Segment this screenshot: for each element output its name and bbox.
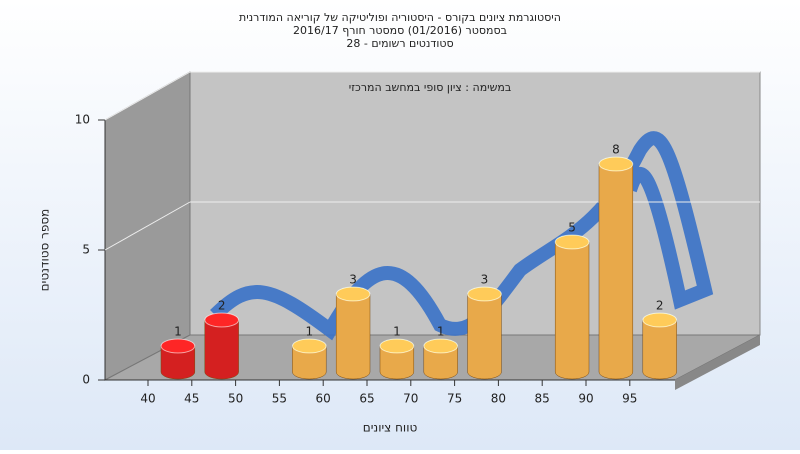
bar-part (598, 163, 634, 380)
data-label: 3 (349, 273, 357, 287)
x-tick-label: 80 (491, 392, 506, 406)
grid-line (104, 201, 191, 251)
trend-ribbon (210, 131, 714, 341)
grid-line (104, 71, 191, 121)
data-label: 3 (481, 273, 489, 287)
bar-part (204, 319, 239, 380)
x-tick-label: 40 (140, 392, 155, 406)
bar-part (467, 293, 502, 380)
bar (291, 338, 327, 380)
bar-part (423, 345, 458, 380)
data-label: 1 (437, 325, 445, 339)
data-label: 1 (393, 325, 401, 339)
data-label: 2 (218, 299, 226, 313)
bar (160, 338, 196, 380)
bar-part (554, 241, 590, 380)
data-label: 1 (305, 325, 313, 339)
bar-part (379, 345, 415, 380)
bar (204, 312, 240, 380)
title-line: סטודנטים רשומים - 28 (346, 37, 453, 50)
bar (554, 234, 590, 380)
x-tick-label: 50 (228, 392, 243, 406)
title-line: בסמסטר (01/2016) סמסטר חורף 2016/17 (293, 24, 507, 37)
y-tick-label: 5 (82, 243, 90, 257)
bar (467, 286, 502, 380)
bar-part (335, 286, 371, 302)
data-label: 1 (174, 325, 182, 339)
bar-part (554, 234, 590, 250)
x-tick-label: 95 (622, 392, 637, 406)
bar (335, 286, 371, 380)
x-tick-label: 60 (316, 392, 331, 406)
x-tick-label: 85 (535, 392, 550, 406)
bar-part (598, 156, 634, 172)
x-tick-label: 55 (272, 392, 287, 406)
floor-edge (675, 335, 760, 390)
bar-part (423, 338, 459, 354)
subtitle: במשימה : ציון סופי במחשב המרכזי (349, 81, 512, 94)
bar-part (467, 286, 502, 302)
x-tick-label: 75 (447, 392, 462, 406)
bar-part (160, 338, 196, 354)
bar-part (642, 319, 677, 380)
x-tick-label: 65 (359, 392, 374, 406)
bar-part (291, 338, 327, 354)
y-axis-label: מספר סטודנטים (38, 209, 52, 292)
bar (379, 338, 415, 380)
x-axis-label: טווח ציונים (363, 421, 418, 435)
bar (423, 338, 459, 380)
bar (642, 312, 678, 380)
bar-part (335, 293, 371, 380)
x-tick-label: 45 (184, 392, 199, 406)
bar-part (204, 312, 240, 328)
bar (598, 156, 634, 380)
bar-part (292, 345, 327, 380)
title-line: היסטוגרמת ציונים בקורס - היסטוריה ופוליט… (239, 11, 561, 24)
bar-part (160, 345, 196, 380)
x-tick-label: 90 (578, 392, 593, 406)
x-tick-label: 70 (403, 392, 418, 406)
y-tick-label: 10 (75, 113, 90, 127)
data-label: 8 (612, 143, 620, 157)
bar-part (642, 312, 678, 328)
data-label: 2 (656, 299, 664, 313)
y-tick-label: 0 (82, 373, 90, 387)
bar-part (379, 338, 415, 354)
data-label: 5 (568, 221, 576, 235)
